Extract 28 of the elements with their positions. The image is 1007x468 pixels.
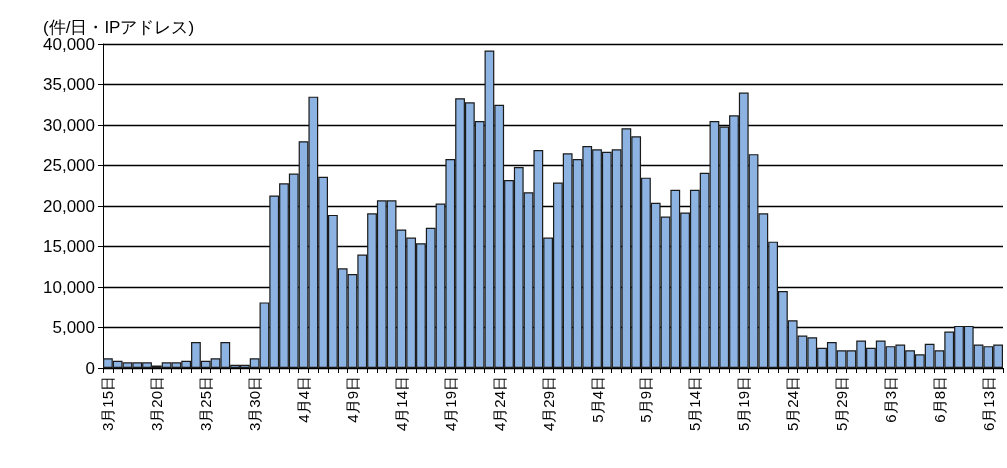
x-tick-label: 6月13日 [979,376,997,432]
x-tick-label: 5月29日 [833,376,851,432]
x-tick-label: 6月8日 [930,376,948,423]
y-tick-label: 10,000 [43,277,95,297]
x-tick-label: 3月15日 [99,376,117,432]
x-tick-label: 4月9日 [343,376,361,423]
x-tick-label: 4月4日 [295,376,313,423]
x-tick-label: 5月24日 [784,376,802,432]
y-tick-label: 25,000 [43,156,95,175]
y-tick-label: 0 [85,358,95,378]
x-tick-label: 3月20日 [148,376,166,432]
x-tick-label: 4月19日 [441,376,459,432]
x-tick-label: 4月29日 [539,376,557,432]
x-tick-label: 5月9日 [637,376,655,423]
y-tick-label: 35,000 [43,75,95,94]
y-tick-label: 30,000 [43,115,95,135]
x-tick-label: 3月25日 [197,376,215,432]
x-tick-label: 5月14日 [686,376,704,432]
x-tick-label: 4月24日 [490,376,508,432]
x-tick-label: 6月3日 [882,376,899,423]
y-axis-title: (件/日・IPアドレス) [43,17,195,37]
y-tick-label: 5,000 [52,318,95,337]
x-tick-label: 5月19日 [735,376,753,432]
x-tick-label: 3月30日 [246,376,264,432]
x-tick-label: 4月14日 [392,376,410,432]
y-tick-label: 15,000 [43,237,95,256]
x-tick-label: 5月4日 [588,376,606,423]
y-tick-label: 20,000 [43,196,95,216]
